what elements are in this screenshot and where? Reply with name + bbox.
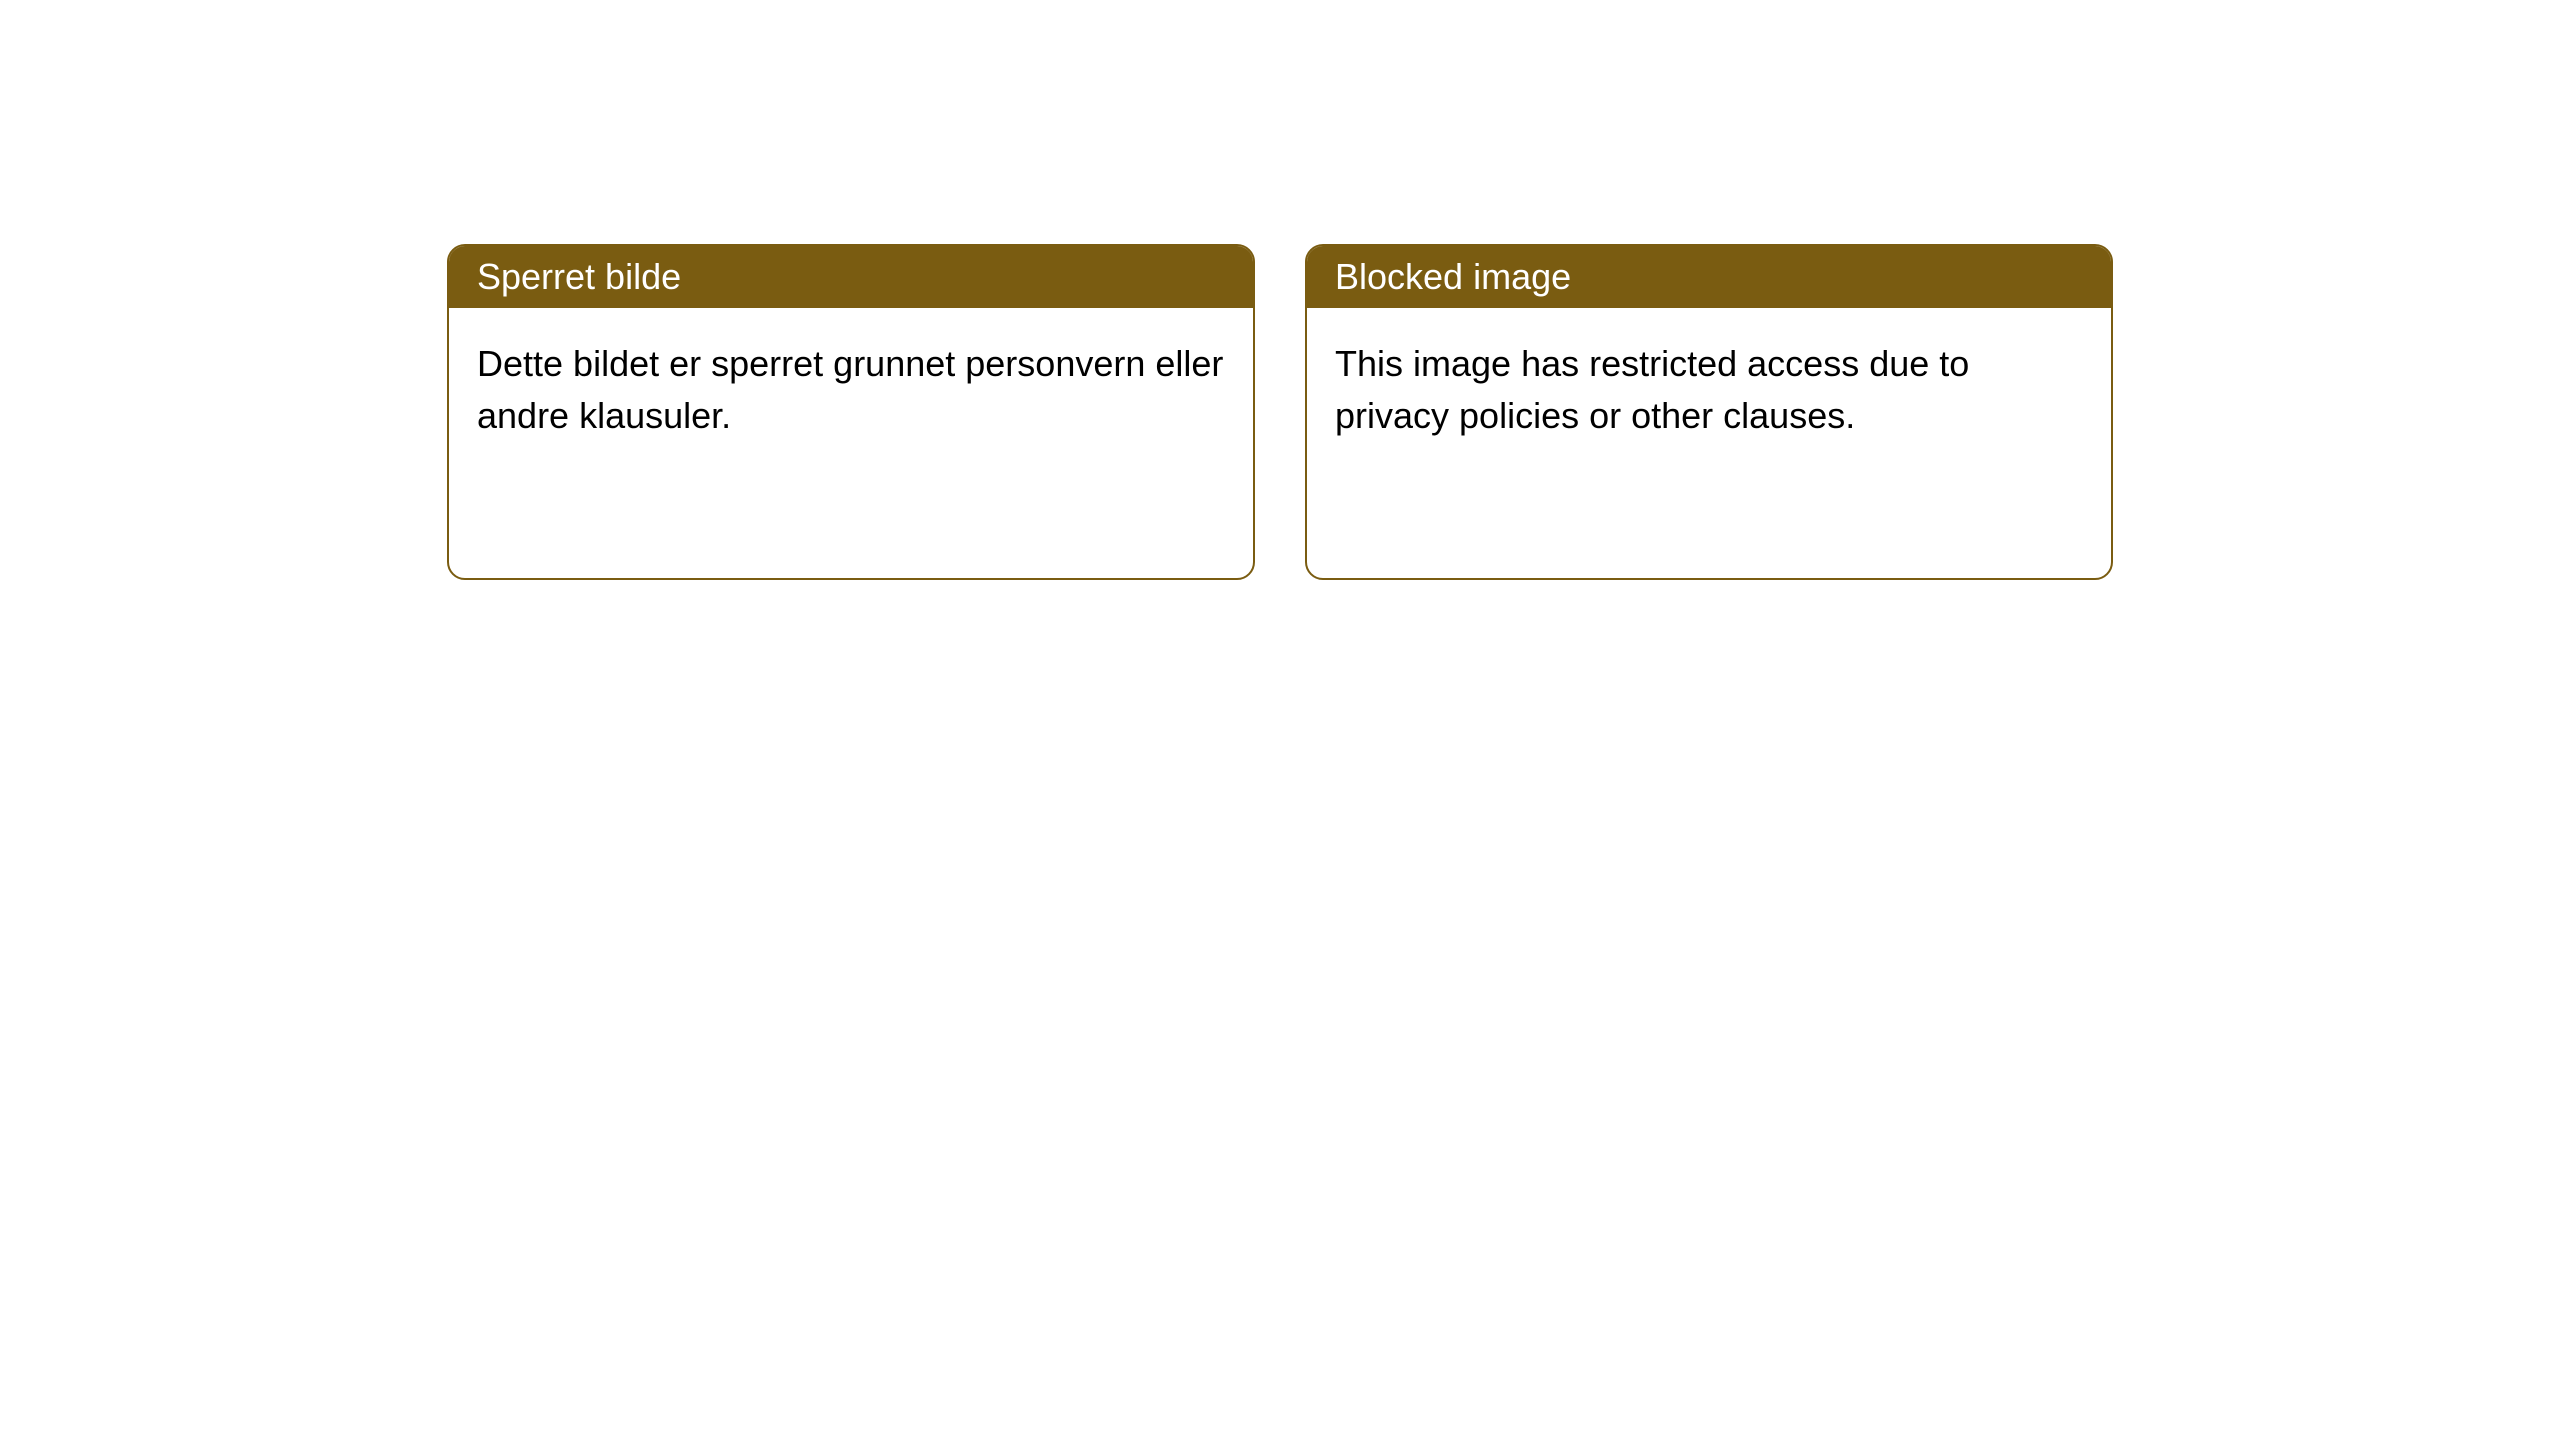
notice-card-title: Sperret bilde	[449, 246, 1253, 308]
notice-card-body: This image has restricted access due to …	[1307, 308, 2111, 578]
notice-card-english: Blocked image This image has restricted …	[1305, 244, 2113, 580]
notice-card-norwegian: Sperret bilde Dette bildet er sperret gr…	[447, 244, 1255, 580]
notice-card-body: Dette bildet er sperret grunnet personve…	[449, 308, 1253, 578]
notice-card-title: Blocked image	[1307, 246, 2111, 308]
notice-container: Sperret bilde Dette bildet er sperret gr…	[0, 0, 2560, 580]
